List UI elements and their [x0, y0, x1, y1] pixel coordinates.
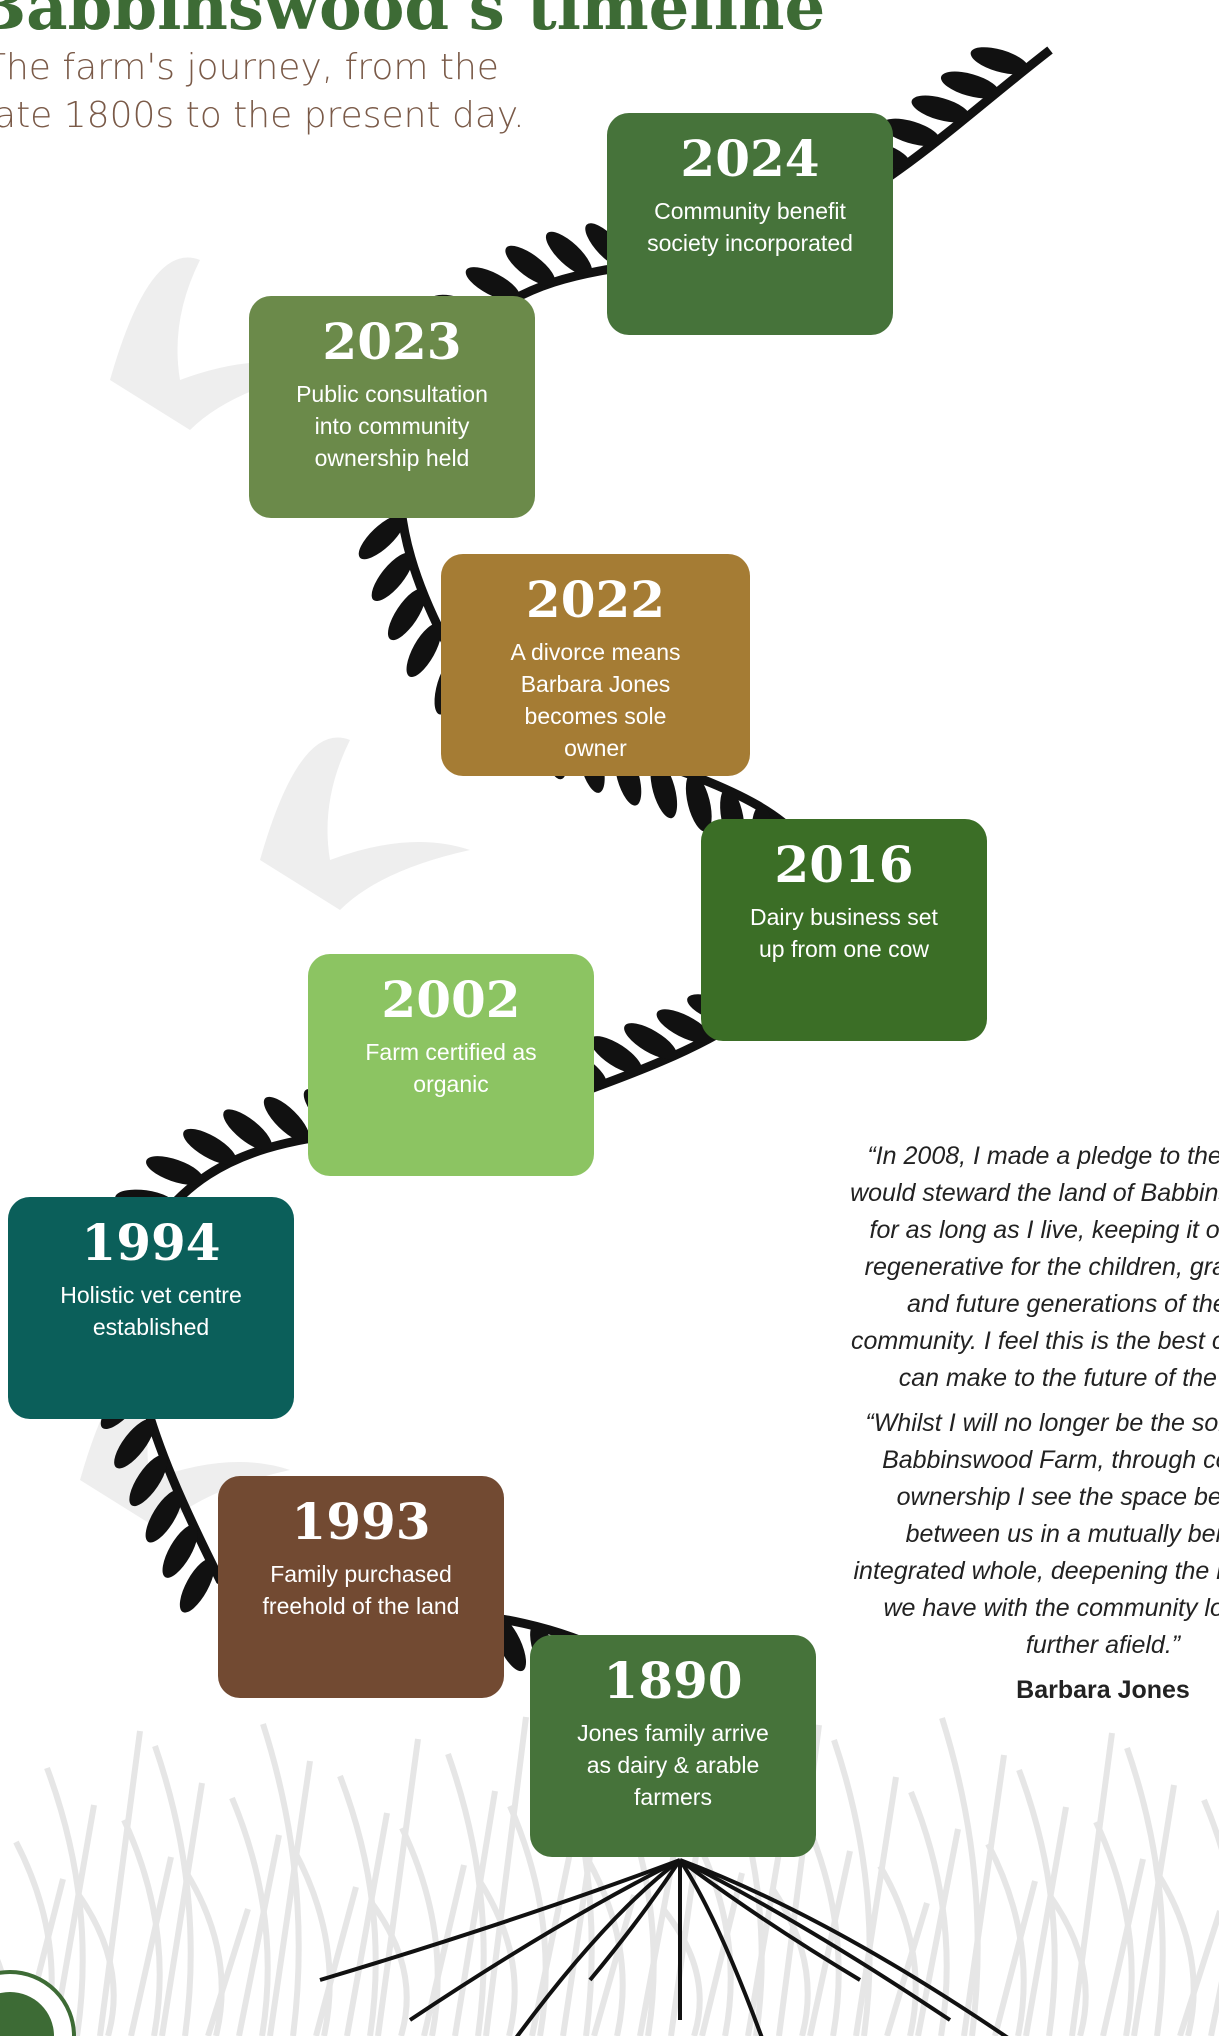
event-text: Holistic vet centre established — [46, 1279, 256, 1343]
event-year: 2023 — [269, 310, 515, 374]
subtitle: The farm's journey, from the late 1800s … — [0, 44, 564, 140]
grass — [486, 1717, 526, 2036]
event-year: 2024 — [627, 127, 873, 191]
event-year: 1994 — [28, 1211, 274, 1275]
event-text: Farm certified as organic — [346, 1036, 556, 1100]
grass — [232, 1798, 268, 2036]
event-text: Community benefit society incorporated — [645, 195, 855, 259]
grass — [988, 1844, 1024, 2036]
event-year: 1890 — [550, 1649, 796, 1713]
event-year: 2002 — [328, 968, 574, 1032]
grass — [880, 1866, 916, 2036]
grass — [378, 1739, 418, 2036]
event-card: 2024Community benefit society incorporat… — [607, 113, 893, 335]
event-text: A divorce means Barbara Jones becomes so… — [491, 636, 701, 764]
grass — [1026, 1807, 1066, 2036]
grass — [270, 1761, 310, 2036]
event-text: Jones family arrive as dairy & arable fa… — [568, 1717, 778, 1813]
grass — [124, 1820, 160, 2036]
grass — [100, 1731, 140, 2036]
title: Babbinswood's timeline — [0, 0, 825, 45]
event-text: Dairy business set up from one cow — [739, 901, 949, 965]
quote-author: Barbara Jones — [848, 1672, 1219, 1709]
event-year: 2016 — [721, 833, 967, 897]
grass — [1134, 1785, 1174, 2036]
quote-paragraph: “Whilst I will no longer be the sole own… — [848, 1405, 1219, 1664]
event-year: 1993 — [238, 1490, 484, 1554]
bird — [260, 738, 470, 911]
event-text: Public consultation into community owner… — [287, 378, 497, 474]
quote-block: “In 2008, I made a pledge to the land th… — [848, 1138, 1219, 1758]
event-card: 1994Holistic vet centre established — [8, 1197, 294, 1419]
event-text: Family purchased freehold of the land — [256, 1558, 466, 1622]
page: Babbinswood's timeline The farm's journe… — [0, 0, 1219, 2036]
grass — [1072, 1733, 1112, 2036]
grass — [964, 1755, 1004, 2036]
grass — [1096, 1822, 1132, 2036]
event-year: 2022 — [461, 568, 730, 632]
quote-paragraph: “In 2008, I made a pledge to the land th… — [848, 1138, 1219, 1397]
grass — [162, 1783, 202, 2036]
grass — [856, 1777, 896, 2036]
